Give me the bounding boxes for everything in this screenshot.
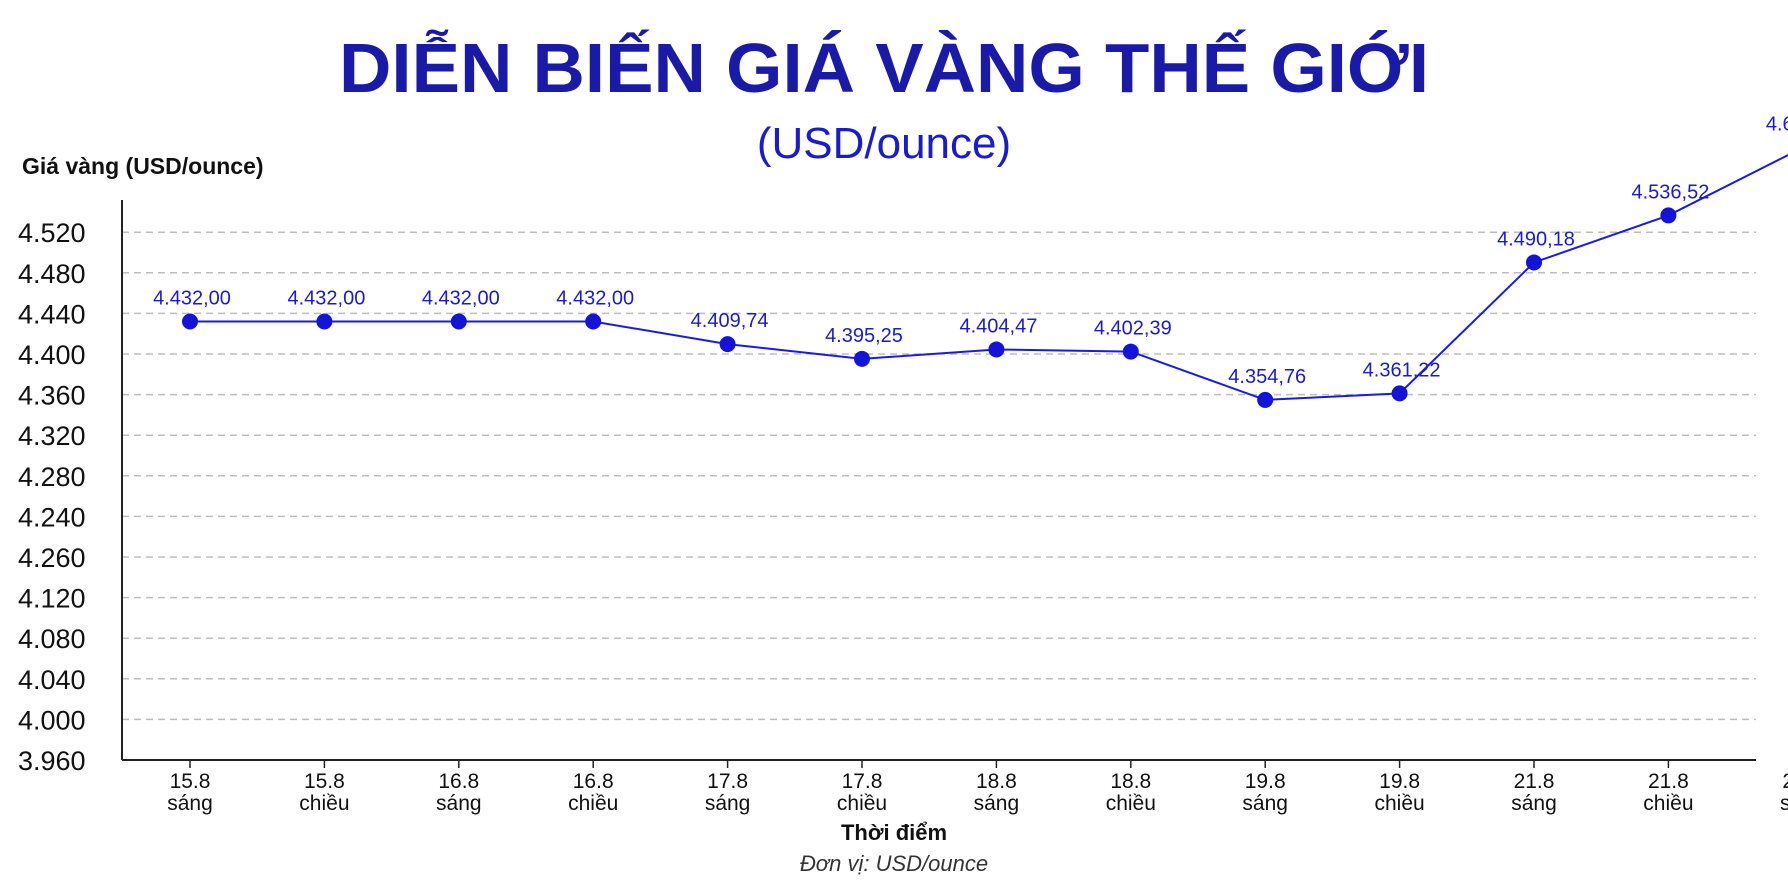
y-axis-label: Giá vàng (USD/ounce) <box>22 153 264 179</box>
data-point <box>988 341 1005 358</box>
data-label: 4.409,74 <box>691 310 769 332</box>
y-tick-label: 4.080 <box>18 624 86 654</box>
data-point <box>182 313 198 330</box>
x-tick-label-date: 15.8 <box>170 770 211 793</box>
x-tick-label-date: 18.8 <box>976 770 1017 793</box>
price-line <box>190 153 1788 401</box>
data-point <box>1660 207 1677 224</box>
x-tick-label-session: chiều <box>837 792 887 815</box>
x-tick-label-date: 15.8 <box>304 770 345 793</box>
x-tick-label-session: chiều <box>1106 792 1156 815</box>
x-tick-labels: 15.8sáng15.8chiều16.8sáng16.8chiều17.8sá… <box>167 760 1788 815</box>
chart-title: DIỄN BIẾN GIÁ VÀNG THẾ GIỚI <box>339 28 1429 107</box>
y-tick-label: 4.400 <box>18 340 86 370</box>
x-tick-label-date: 17.8 <box>707 770 748 793</box>
data-label: 4.432,00 <box>153 288 231 310</box>
y-tick-label: 4.240 <box>18 502 86 532</box>
y-tick-label: 4.000 <box>18 705 86 735</box>
data-point <box>316 313 333 330</box>
x-tick-label-date: 17.8 <box>842 770 883 793</box>
data-label: 4.354,76 <box>1228 366 1306 388</box>
data-label: 4.536,52 <box>1631 181 1709 203</box>
x-tick-label-date: 19.8 <box>1245 770 1286 793</box>
y-tick-label: 4.360 <box>18 381 86 411</box>
data-point <box>450 313 467 330</box>
unit-footnote: Đơn vị: USD/ounce <box>800 851 988 876</box>
y-tick-label: 4.040 <box>18 665 86 695</box>
x-tick-label-session: chiều <box>299 792 349 815</box>
axes <box>121 200 1756 761</box>
data-point <box>719 336 736 353</box>
x-tick-label-session: sáng <box>1780 792 1788 815</box>
data-label: 4.432,00 <box>556 288 634 310</box>
y-tick-label: 4.120 <box>18 584 86 614</box>
x-tick-label-date: 22.8 <box>1782 770 1788 793</box>
y-tick-label: 4.480 <box>18 259 86 289</box>
price-series: 4.432,00 4.432,00 4.432,00 4.432,00 4.409,74… <box>153 114 1788 408</box>
x-tick-label-date: 16.8 <box>573 770 614 793</box>
data-label: 4.603,30 <box>1766 114 1788 136</box>
y-tick-label: 3.960 <box>18 746 86 776</box>
y-tick-label: 4.520 <box>18 218 86 248</box>
chart-subtitle: (USD/ounce) <box>757 119 1011 168</box>
data-point <box>585 313 602 330</box>
data-label: 4.402,39 <box>1094 318 1172 340</box>
data-label: 4.490,18 <box>1497 228 1575 250</box>
y-tick-label: 4.280 <box>18 462 86 492</box>
data-label: 4.432,00 <box>422 288 500 310</box>
x-tick-label-date: 21.8 <box>1514 770 1555 793</box>
data-point <box>854 350 870 367</box>
x-tick-label-date: 19.8 <box>1379 770 1420 793</box>
x-tick-label-session: sáng <box>167 792 213 815</box>
x-tick-label-session: chiều <box>568 792 618 815</box>
x-tick-label-session: chiều <box>1643 792 1693 815</box>
x-tick-label-session: sáng <box>1242 792 1288 815</box>
y-tick-labels: 3.960 4.000 4.040 4.080 4.120 4.260 4.240 4.280… <box>18 218 86 776</box>
data-point <box>1257 391 1274 408</box>
data-point <box>1526 254 1542 271</box>
data-label: 4.404,47 <box>959 315 1037 337</box>
x-axis-label: Thời điểm <box>841 820 947 845</box>
x-tick-label-session: chiều <box>1374 792 1424 815</box>
x-tick-label-session: sáng <box>705 792 751 815</box>
x-tick-label-date: 21.8 <box>1648 770 1689 793</box>
x-tick-label-date: 18.8 <box>1110 770 1151 793</box>
grid-lines <box>122 231 1756 721</box>
y-tick-label: 4.260 <box>18 543 86 573</box>
x-tick-label-session: sáng <box>436 792 482 815</box>
y-tick-label: 4.320 <box>18 421 86 451</box>
data-point <box>1391 385 1408 402</box>
data-label: 4.395,25 <box>825 325 903 347</box>
x-tick-label-session: sáng <box>1511 792 1557 815</box>
x-tick-label-date: 16.8 <box>438 770 479 793</box>
data-label: 4.361,22 <box>1363 359 1441 381</box>
y-tick-label: 4.440 <box>18 299 86 329</box>
data-point <box>1122 343 1139 360</box>
data-label: 4.432,00 <box>287 288 365 310</box>
x-tick-label-session: sáng <box>974 792 1020 815</box>
